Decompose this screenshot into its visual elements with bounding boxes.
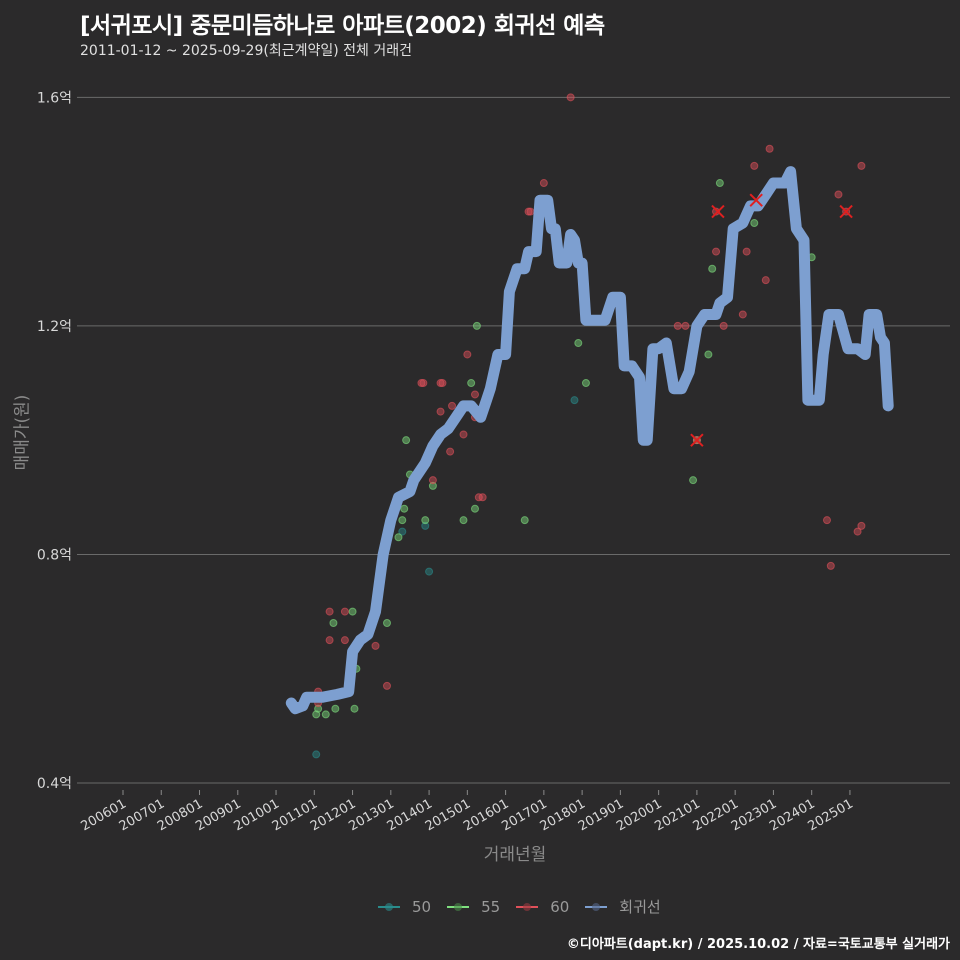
- legend-key-icon: [378, 902, 400, 912]
- chart-title: [서귀포시] 중문미듬하나로 아파트(2002) 회귀선 예측: [80, 13, 605, 39]
- y-tick-label: 0.4억: [37, 776, 72, 792]
- data-point: [539, 179, 548, 188]
- data-point: [428, 476, 437, 485]
- data-point: [472, 321, 481, 330]
- legend-key-icon: [516, 902, 539, 912]
- data-point: [398, 516, 407, 525]
- data-point: [857, 521, 866, 530]
- data-point: [438, 379, 447, 388]
- data-point: [382, 681, 391, 690]
- data-point: [348, 607, 357, 616]
- data-point: [421, 516, 430, 525]
- data-point: [329, 619, 338, 628]
- x-axis-label: 거래년월: [483, 845, 547, 865]
- outlier-cross-icon: [749, 193, 763, 207]
- data-point: [470, 390, 479, 399]
- data-point: [436, 407, 445, 416]
- data-point: [708, 264, 717, 273]
- data-point: [570, 396, 579, 405]
- data-point: [467, 379, 476, 388]
- data-point: [750, 161, 759, 170]
- data-point: [857, 161, 866, 170]
- data-point: [712, 247, 721, 256]
- data-point: [738, 310, 747, 319]
- data-point: [681, 321, 690, 330]
- data-point: [312, 750, 321, 759]
- data-point: [826, 561, 835, 570]
- data-point: [428, 481, 437, 490]
- legend-item-50: 50: [378, 898, 431, 916]
- data-point: [719, 321, 728, 330]
- y-tick-label: 1.6억: [37, 90, 72, 106]
- chart-subtitle: 2011-01-12 ~ 2025-09-29(최근계약일) 전체 거래건: [80, 43, 412, 59]
- data-point: [853, 527, 862, 536]
- data-point: [765, 144, 774, 153]
- legend-item-regression: 회귀선: [585, 896, 661, 917]
- data-point: [761, 276, 770, 285]
- data-point: [459, 516, 468, 525]
- data-point: [689, 476, 698, 485]
- data-point: [350, 704, 359, 713]
- legend-item-55: 55: [447, 898, 500, 916]
- legend-label: 50: [412, 897, 432, 916]
- legend: 50 55 60 회귀선: [378, 896, 661, 917]
- legend-label: 60: [550, 897, 570, 916]
- data-point: [463, 350, 472, 359]
- y-axis-label: 매매가(원): [12, 394, 33, 471]
- data-point: [340, 636, 349, 645]
- data-point: [419, 379, 428, 388]
- data-point: [398, 527, 407, 536]
- data-point: [750, 219, 759, 228]
- data-point: [520, 516, 529, 525]
- data-point: [321, 710, 330, 719]
- data-point: [470, 504, 479, 513]
- data-point: [325, 636, 334, 645]
- data-point: [478, 493, 487, 502]
- data-point: [394, 533, 403, 542]
- data-point: [822, 516, 831, 525]
- legend-item-60: 60: [516, 898, 569, 916]
- data-point: [566, 93, 575, 102]
- data-point: [581, 379, 590, 388]
- data-point: [526, 207, 535, 216]
- data-point: [712, 207, 721, 216]
- legend-key-icon: [447, 902, 470, 912]
- data-point: [314, 704, 323, 713]
- data-point: [382, 619, 391, 628]
- data-point: [325, 607, 334, 616]
- legend-label: 회귀선: [619, 898, 661, 916]
- data-point: [331, 704, 340, 713]
- data-point: [425, 567, 434, 576]
- data-point: [402, 436, 411, 445]
- y-tick-label: 1.2억: [37, 319, 72, 335]
- data-point: [704, 350, 713, 359]
- outlier-cross-icon: [690, 433, 704, 447]
- data-point: [371, 641, 380, 650]
- data-point: [834, 190, 843, 199]
- data-point: [448, 401, 457, 410]
- data-point: [715, 179, 724, 188]
- regression-line: [285, 166, 894, 715]
- data-point: [400, 504, 409, 513]
- data-point: [421, 521, 430, 530]
- legend-key-icon: [585, 902, 608, 912]
- legend-label: 55: [481, 897, 501, 916]
- data-point: [673, 321, 682, 330]
- outlier-cross-icon: [711, 204, 725, 219]
- data-point: [459, 430, 468, 439]
- data-point: [574, 339, 583, 348]
- source-footer: ©디아파트(dapt.kr) / 2025.10.02 / 자료=국토교통부 실…: [566, 937, 950, 952]
- outlier-cross-icon: [839, 204, 853, 219]
- data-point: [446, 447, 455, 456]
- data-point: [742, 247, 751, 256]
- y-tick-label: 0.8억: [37, 547, 72, 563]
- data-point: [340, 607, 349, 616]
